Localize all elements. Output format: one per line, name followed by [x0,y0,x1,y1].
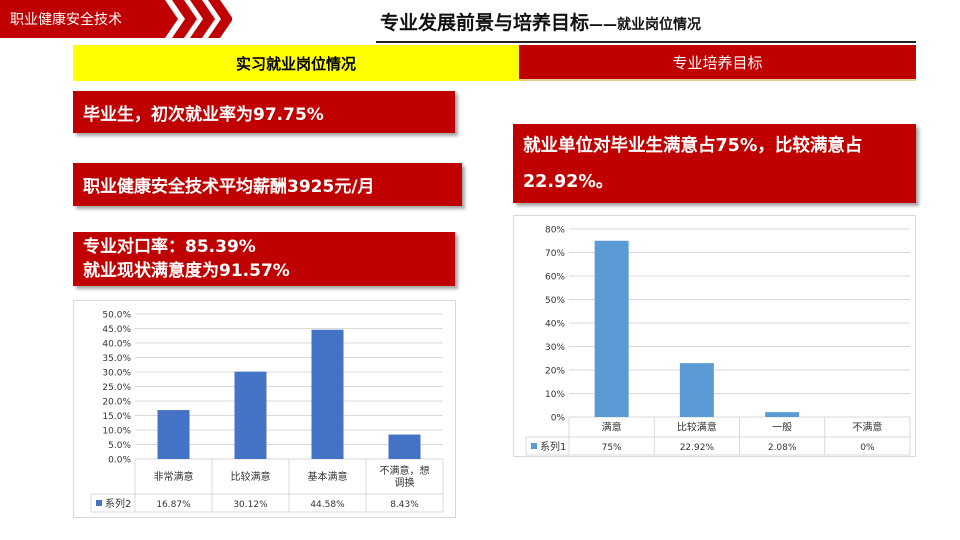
category-label: 不满意，想调换 [380,464,430,489]
y-tick-label: 20% [545,367,565,377]
graduate-satisfaction-chart-svg: 0.0% 5.0% 10.0% 15.0% 20.0% 25.0% 30.0% 35.0% 40… [90,311,444,513]
y-tick-label: 30.0% [102,369,131,379]
employer-satisfaction-line1: 就业单位对毕业生满意占75%，比较满意占 [523,135,863,156]
y-tick-label: 35.0% [102,354,131,364]
employment-rate-box: 毕业生，初次就业率为97.75% [73,91,455,133]
data-table-value: 22.92% [680,443,715,453]
y-tick-label: 25.0% [102,383,131,393]
category-label: 基本满意 [308,470,348,483]
category-label: 一般 [772,421,792,434]
banner-arrows-graphic [0,0,232,38]
employer-satisfaction-box: 就业单位对毕业生满意占75%，比较满意占 22.92%。 [513,124,916,203]
bar [594,240,629,417]
y-tick-label: 10.0% [102,427,131,437]
category-label: 不满意 [852,421,882,434]
category-label: 比较满意 [677,421,717,434]
y-tick-label: 20.0% [102,398,131,408]
y-tick-label: 80% [545,226,565,236]
y-tick-label: 15.0% [102,412,131,422]
employment-rate-text: 毕业生，初次就业率为97.75% [83,104,324,125]
y-tick-label: 40% [545,320,565,330]
top-banner: 职业健康安全技术 [0,0,232,38]
bar [765,412,800,417]
data-table-value: 16.87% [156,500,191,510]
data-table-value: 44.58% [310,500,345,510]
category-label: 满意 [602,421,622,434]
tab-training-goals[interactable]: 专业培养目标 [519,45,916,81]
data-table-value: 2.08% [768,443,797,453]
banner-text: 职业健康安全技术 [10,12,122,28]
satisfaction-text: 就业现状满意度为91.57% [83,261,290,281]
y-tick-label: 10% [545,390,565,400]
legend-series-name: 系列2 [105,497,131,510]
bar [388,434,421,459]
bar [234,371,267,459]
legend-swatch [96,500,102,506]
category-label: 比较满意 [231,470,271,483]
y-tick-label: 40.0% [102,340,131,350]
data-table-value: 75% [602,443,622,453]
match-satisfaction-box: 专业对口率：85.39% 就业现状满意度为91.57% [73,232,455,286]
employer-satisfaction-chart-svg: 0% 10% 20% 30% 40% 50% 60% 70% 80% 满意 75% 比较满意 22.92… [525,226,911,456]
y-tick-label: 60% [545,273,565,283]
avg-salary-text: 职业健康安全技术平均薪酬3925元/月 [83,177,375,197]
employer-satisfaction-line2: 22.92%。 [523,171,614,192]
bar [311,329,344,459]
graduate-satisfaction-chart: 0.0% 5.0% 10.0% 15.0% 20.0% 25.0% 30.0% 35.0% 40… [73,300,456,518]
employer-satisfaction-chart: 0% 10% 20% 30% 40% 50% 60% 70% 80% 满意 75% 比较满意 22.92… [513,215,916,457]
title-divider [376,41,916,43]
data-table-value: 30.12% [233,500,268,510]
y-tick-label: 5.0% [108,441,131,451]
legend-swatch [531,443,537,449]
bar [679,363,714,417]
category-label: 非常满意 [154,470,194,483]
avg-salary-box: 职业健康安全技术平均薪酬3925元/月 [73,163,462,206]
match-rate-text: 专业对口率：85.39% [83,237,256,257]
page-title: 专业发展前景与培养目标——就业岗位情况 [380,8,701,35]
y-tick-label: 50% [545,296,565,306]
data-table-value: 8.43% [390,500,419,510]
y-tick-label: 0.0% [108,456,131,466]
y-tick-label: 0% [551,414,566,424]
data-table-value: 0% [860,443,875,453]
y-tick-label: 30% [545,343,565,353]
y-tick-label: 50.0% [102,311,131,321]
legend-series-name: 系列1 [540,440,566,453]
bar [157,410,190,459]
title-main: 专业发展前景与培养目标 [380,12,590,34]
title-sub: ——就业岗位情况 [589,17,702,33]
y-tick-label: 70% [545,249,565,259]
tab-internship-employment[interactable]: 实习就业岗位情况 [73,45,519,81]
y-tick-label: 45.0% [102,325,131,335]
